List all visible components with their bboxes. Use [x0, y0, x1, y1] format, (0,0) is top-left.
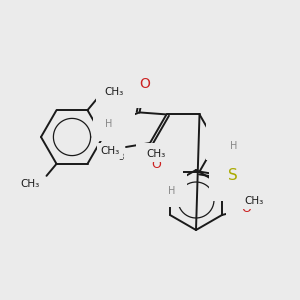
Text: CH₃: CH₃: [100, 146, 120, 156]
Text: CH: CH: [106, 148, 122, 158]
Text: O: O: [139, 77, 150, 92]
Text: N: N: [159, 176, 168, 189]
Text: O: O: [241, 202, 251, 215]
Text: CH₃: CH₃: [146, 149, 166, 159]
Text: CH₃: CH₃: [20, 179, 40, 189]
Text: CH₃: CH₃: [244, 196, 264, 206]
Text: 3: 3: [118, 152, 124, 161]
Text: H: H: [168, 186, 175, 196]
Text: CH₃: CH₃: [104, 87, 124, 97]
Text: N: N: [111, 110, 120, 123]
Text: O: O: [151, 158, 161, 170]
Text: H: H: [105, 119, 112, 129]
Text: S: S: [228, 168, 237, 183]
Text: H: H: [230, 141, 238, 151]
Text: N: N: [221, 131, 231, 145]
